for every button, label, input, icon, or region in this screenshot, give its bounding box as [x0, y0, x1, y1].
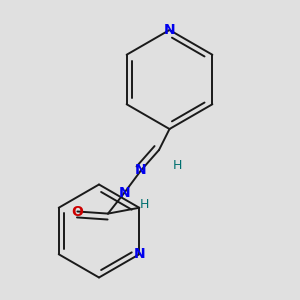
Text: N: N [135, 164, 147, 177]
Text: N: N [134, 247, 145, 261]
Text: H: H [172, 159, 182, 172]
Text: N: N [164, 23, 175, 37]
Text: O: O [71, 205, 83, 218]
Text: N: N [119, 186, 130, 200]
Text: H: H [139, 197, 149, 211]
